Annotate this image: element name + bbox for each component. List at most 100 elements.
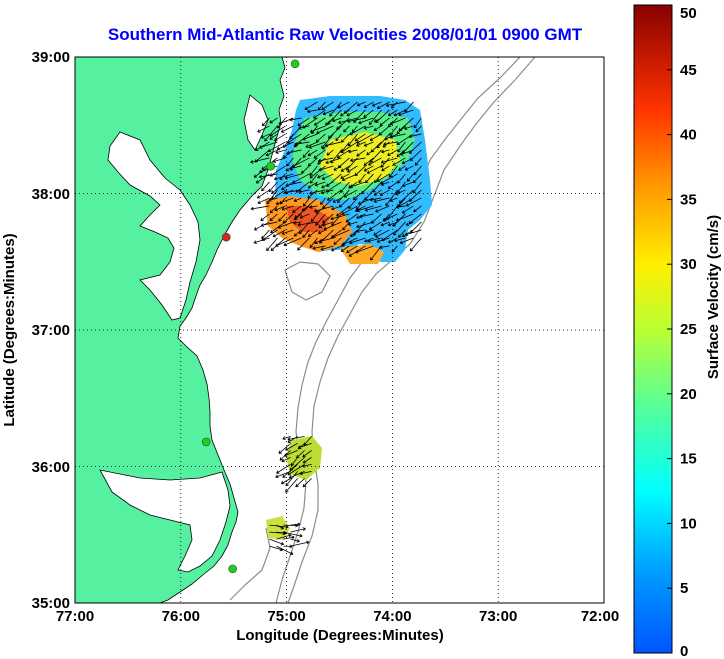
velocity-arrow — [332, 229, 350, 239]
y-axis-label: Latitude (Degrees:Minutes) — [1, 233, 18, 426]
velocity-arrow — [309, 205, 318, 209]
velocity-arrow — [356, 229, 366, 233]
velocity-arrow — [415, 125, 422, 133]
velocity-arrow — [302, 149, 310, 158]
velocity-arrow — [298, 125, 310, 130]
velocity-arrow — [396, 133, 414, 146]
velocity-arrow — [364, 229, 374, 234]
velocity-arrow — [414, 157, 422, 166]
velocity-arrow — [367, 237, 382, 243]
velocity-arrow — [307, 157, 318, 167]
velocity-arrow — [250, 205, 270, 211]
velocity-arrow — [346, 245, 358, 254]
velocity-arrow — [294, 141, 310, 146]
velocity-arrow — [269, 538, 284, 546]
colorbar-tick-label: 15 — [680, 451, 697, 468]
velocity-arrow — [368, 221, 382, 231]
velocity-arrow — [331, 205, 342, 211]
colorbar-tick-label: 45 — [680, 62, 697, 79]
velocity-arrow — [257, 125, 270, 133]
velocity-arrow — [349, 237, 366, 245]
velocity-arrow — [368, 157, 382, 166]
velocity-arrow — [355, 245, 374, 254]
velocity-arrow — [402, 181, 414, 188]
velocity-arrow — [403, 125, 414, 130]
velocity-arrow — [292, 205, 302, 213]
velocity-arrow — [302, 197, 310, 207]
velocity-arrow — [275, 197, 294, 206]
velocity-arrow — [388, 165, 398, 178]
velocity-arrow — [395, 205, 406, 209]
velocity-arrow — [375, 229, 390, 238]
velocity-arrow — [397, 173, 406, 184]
velocity-arrow — [373, 125, 382, 131]
velocity-arrow — [276, 464, 291, 474]
velocity-arrow — [342, 221, 350, 231]
velocity-arrow — [293, 213, 302, 221]
velocity-arrow — [283, 531, 303, 538]
colorbar-gradient — [633, 4, 673, 654]
velocity-arrow — [276, 141, 294, 151]
velocity-arrow — [366, 149, 374, 156]
velocity-arrow — [373, 197, 390, 203]
colorbar-tick-label: 10 — [680, 515, 697, 532]
x-tick-label: 77:00 — [56, 608, 94, 625]
velocity-arrow — [395, 189, 406, 196]
velocity-arrow — [281, 205, 294, 211]
velocity-arrow — [274, 133, 286, 142]
velocity-arrow — [348, 149, 358, 154]
velocity-arrow — [341, 173, 358, 182]
velocity-arrow — [313, 117, 326, 126]
velocity-arrow — [268, 197, 278, 202]
y-tick-label: 39:00 — [32, 49, 70, 66]
velocity-arrow — [340, 165, 350, 172]
station-marker — [221, 232, 231, 242]
velocity-arrow — [266, 189, 278, 205]
velocity-arrow — [413, 117, 422, 129]
plot-area — [74, 56, 605, 604]
velocity-arrow — [409, 237, 422, 252]
velocity-arrow — [346, 109, 358, 117]
velocity-arrow — [276, 533, 292, 540]
velocity-arrow — [394, 237, 406, 243]
velocity-arrow — [271, 181, 286, 194]
velocity-arrow — [298, 442, 312, 449]
velocity-arrow — [370, 245, 382, 261]
velocity-arrow — [284, 173, 302, 180]
velocity-arrow — [366, 165, 382, 174]
velocity-arrow — [270, 237, 286, 251]
velocity-arrow — [269, 205, 278, 214]
velocity-arrow — [324, 141, 342, 148]
velocity-arrow — [286, 133, 302, 144]
velocity-arrow — [373, 117, 382, 123]
velocity-arrow — [260, 221, 278, 227]
velocity-arrow — [278, 213, 286, 222]
velocity-arrow — [404, 165, 414, 171]
bathymetry-contour-1 — [275, 56, 521, 604]
velocity-arrow — [330, 213, 350, 221]
y-tick-label: 38:00 — [32, 186, 70, 203]
velocity-arrow — [368, 109, 382, 126]
velocity-arrow — [281, 457, 291, 463]
velocity-arrow — [379, 117, 390, 127]
velocity-arrow — [297, 221, 318, 227]
velocity-arrow — [336, 149, 350, 159]
velocity-arrow — [313, 109, 326, 119]
colorbar-tick-label: 0 — [680, 643, 688, 659]
velocity-arrow — [320, 245, 334, 251]
y-tick-label: 36:00 — [32, 459, 70, 476]
velocity-arrow — [317, 173, 326, 179]
velocity-arrow — [285, 478, 298, 493]
velocity-arrow — [261, 117, 270, 127]
velocity-arrow — [356, 205, 374, 212]
velocity-arrow — [364, 205, 382, 212]
velocity-arrow — [408, 133, 422, 139]
velocity-arrow — [383, 141, 398, 146]
velocity-arrow — [354, 133, 366, 142]
velocity-arrow — [260, 133, 270, 139]
velocity-arrow — [302, 478, 312, 488]
velocity-arrow — [288, 471, 305, 479]
velocity-arrow — [269, 133, 278, 140]
velocity-arrow — [372, 101, 382, 107]
velocity-arrow — [351, 125, 358, 133]
